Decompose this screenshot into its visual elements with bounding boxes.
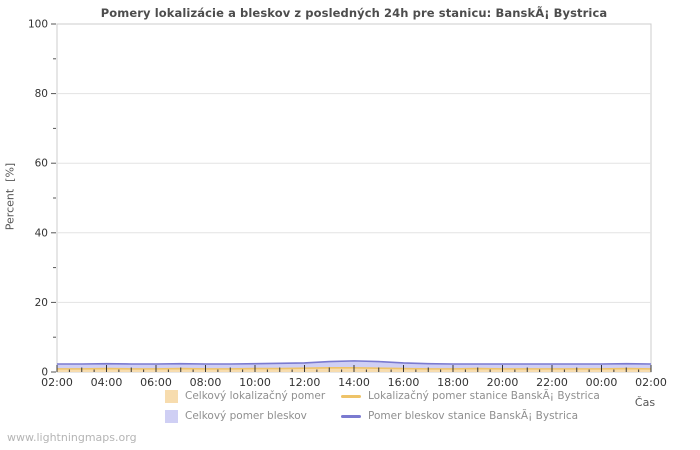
legend-label: Celkový lokalizačný pomer [185,390,326,402]
y-tick-label: 40 [35,227,48,239]
x-tick-label: 06:00 [140,376,172,389]
legend-item-total-flash-ratio: Celkový pomer bleskov [165,409,341,423]
x-tick-label: 16:00 [388,376,420,389]
y-tick-label: 60 [35,158,48,170]
x-tick-label: 04:00 [91,376,123,389]
x-axis-title: Čas [634,396,656,409]
y-tick-label: 80 [35,88,48,100]
legend-item-station-flash-ratio: Pomer bleskov stanice BanskÃ¡ Bystrica [341,409,600,423]
legend-area-swatch-icon [165,389,178,403]
legend-area-swatch-icon [165,409,178,423]
x-tick-label: 20:00 [487,376,519,389]
x-tick-label: 14:00 [338,376,370,389]
legend-line-swatch-icon [341,394,361,398]
lightningmaps-watermark-link[interactable]: www.lightningmaps.org [7,431,137,444]
chart-title: Pomery lokalizácie a bleskov z poslednýc… [100,6,608,20]
x-tick-label: 00:00 [586,376,618,389]
y-tick-label: 20 [35,297,48,309]
x-tick-label: 18:00 [437,376,469,389]
y-tick-label: 0 [41,367,48,379]
x-tick-label: 08:00 [190,376,222,389]
x-tick-label: 12:00 [289,376,321,389]
x-tick-label: 22:00 [536,376,568,389]
series-line [57,360,652,365]
x-tick-label: 02:00 [41,376,73,389]
chart-legend: Celkový lokalizačný pomer Lokalizačný po… [165,389,600,423]
y-tick-label: 100 [28,19,48,31]
legend-item-station-localization-ratio: Lokalizačný pomer stanice BanskÃ¡ Bystri… [341,389,600,403]
x-tick-label: 10:00 [239,376,271,389]
x-tick-label: 02:00 [635,376,667,389]
legend-label: Lokalizačný pomer stanice BanskÃ¡ Bystri… [368,390,600,402]
plot-area [56,23,652,373]
legend-item-total-localization-ratio: Celkový lokalizačný pomer [165,389,341,403]
legend-label: Pomer bleskov stanice BanskÃ¡ Bystrica [368,410,579,422]
legend-label: Celkový pomer bleskov [185,410,307,422]
legend-line-swatch-icon [341,414,361,418]
